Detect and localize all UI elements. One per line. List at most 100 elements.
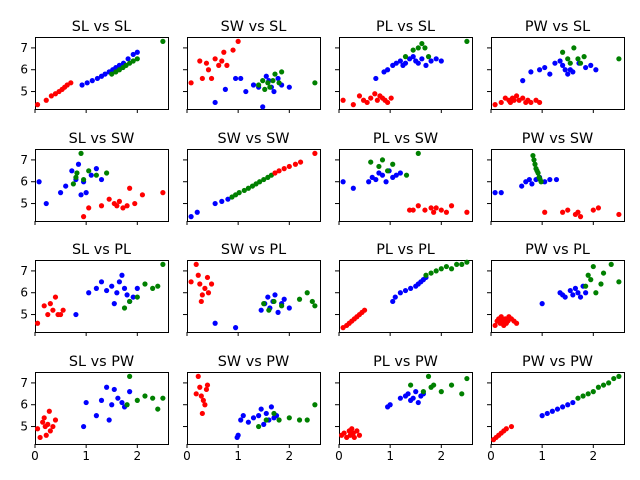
data-point	[519, 183, 525, 189]
data-point	[423, 62, 429, 68]
data-point	[57, 311, 64, 318]
x-tick-label: 1	[234, 449, 242, 463]
data-point	[552, 60, 558, 66]
data-point	[276, 168, 282, 174]
data-point	[127, 298, 133, 305]
data-point	[415, 150, 421, 156]
data-point	[598, 281, 604, 287]
data-point	[562, 67, 568, 73]
data-point	[536, 99, 543, 106]
data-point	[232, 75, 239, 82]
data-point	[50, 307, 56, 313]
axes-frame	[339, 37, 473, 110]
scatter-panel: SW vs SL	[183, 19, 321, 113]
data-point	[428, 58, 434, 64]
data-point	[98, 176, 105, 183]
data-point	[52, 417, 59, 423]
data-point	[588, 277, 594, 283]
data-point	[585, 391, 591, 397]
y-tick-label: 6	[20, 286, 28, 300]
data-point	[595, 205, 602, 211]
data-point	[202, 285, 208, 291]
y-tick-label: 5	[20, 420, 28, 434]
data-point	[109, 283, 115, 289]
data-point	[585, 272, 591, 278]
data-point	[384, 168, 391, 174]
data-point	[397, 58, 403, 64]
scatter-panel: PW vs PW 0 1 2	[487, 354, 625, 463]
data-point	[43, 97, 49, 103]
data-point	[296, 417, 303, 423]
data-point	[590, 263, 596, 270]
data-point	[263, 410, 269, 417]
panel-title: PL vs PL	[376, 242, 435, 258]
data-point	[595, 384, 602, 390]
data-point	[549, 408, 555, 414]
data-point	[297, 159, 304, 165]
data-point	[150, 395, 156, 401]
data-point	[513, 93, 520, 99]
axes-frame	[339, 149, 473, 222]
data-point	[438, 207, 444, 213]
axes-frame	[187, 149, 321, 222]
scatter-panel: PL vs PW 0 1 2	[335, 354, 473, 463]
data-point	[281, 296, 287, 302]
panel-title: SW vs SL	[221, 19, 287, 35]
data-point	[350, 185, 356, 191]
data-point	[448, 203, 455, 209]
data-point	[577, 214, 584, 220]
axes-frame	[187, 260, 321, 333]
data-point	[292, 161, 299, 167]
data-point	[93, 413, 99, 419]
data-point	[275, 75, 281, 82]
data-point	[275, 309, 281, 315]
data-point	[286, 305, 292, 311]
data-point	[413, 389, 419, 395]
data-point	[577, 60, 584, 66]
data-point	[383, 179, 389, 185]
data-point	[47, 428, 53, 434]
data-point	[583, 290, 589, 296]
data-point	[200, 397, 206, 403]
data-point	[204, 382, 211, 388]
data-point	[134, 56, 140, 62]
scatter-panel: SW vs SW	[183, 131, 321, 225]
scatter-panel: SL vs SW 5 6 7	[20, 131, 169, 225]
data-point	[513, 320, 520, 326]
data-point	[438, 58, 444, 64]
data-point	[127, 389, 133, 395]
data-point	[397, 395, 403, 401]
data-point	[538, 179, 544, 185]
data-point	[419, 56, 425, 62]
data-point	[560, 404, 566, 410]
data-point	[286, 415, 292, 421]
data-point	[132, 200, 138, 207]
data-point	[593, 67, 599, 73]
data-point	[575, 290, 581, 296]
data-point	[539, 301, 545, 307]
data-point	[199, 75, 205, 82]
data-point	[75, 161, 82, 167]
data-point	[570, 69, 576, 75]
data-point	[448, 382, 455, 388]
data-point	[80, 176, 87, 183]
data-point	[78, 192, 84, 198]
x-tick-label: 1	[82, 449, 90, 463]
data-point	[270, 78, 276, 84]
data-point	[93, 172, 99, 178]
data-point	[127, 185, 133, 191]
data-point	[402, 60, 409, 66]
data-point	[111, 301, 117, 307]
data-point	[616, 279, 622, 285]
data-point	[268, 404, 275, 410]
data-point	[349, 426, 355, 432]
data-point	[600, 270, 607, 276]
data-point	[511, 97, 517, 103]
data-point	[199, 292, 205, 298]
data-point	[286, 84, 292, 90]
data-point	[583, 64, 589, 71]
x-tick-label: 2	[285, 449, 293, 463]
x-tick-label: 2	[133, 449, 141, 463]
axes-frame	[491, 37, 625, 110]
